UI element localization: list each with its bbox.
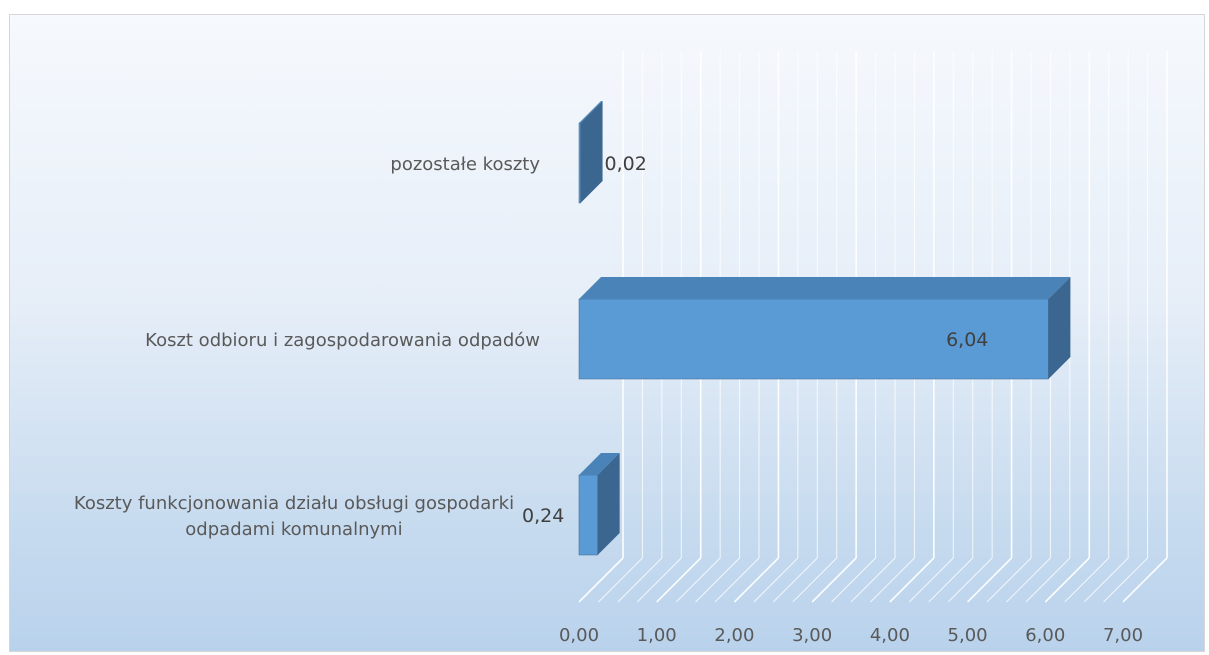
category-label: Koszty funkcjonowania działu obsługi gos… <box>74 493 514 514</box>
gridline-floor <box>1122 557 1168 603</box>
bar-front <box>578 474 598 556</box>
bar-front <box>578 298 1049 380</box>
x-tick-label: 7,00 <box>1103 625 1143 646</box>
gridline-floor <box>1064 557 1110 603</box>
gridline-floor <box>1044 557 1090 603</box>
bar-side <box>597 453 620 555</box>
x-tick-label: 4,00 <box>870 625 910 646</box>
data-label: 0,24 <box>522 505 564 527</box>
gridline-floor <box>870 557 915 603</box>
gridline-floor <box>889 557 935 603</box>
gridline-floor <box>831 557 876 603</box>
chart-frame: 0,24 Koszty funkcjonowania działu obsługi… <box>9 14 1205 652</box>
bar-top <box>579 453 620 475</box>
gridline-floor <box>598 557 643 603</box>
gridline-floor <box>947 557 993 603</box>
bar-side <box>1048 277 1071 379</box>
gridline-floor <box>1025 557 1071 603</box>
gridline-floor <box>967 557 1013 603</box>
gridline-floor <box>733 557 779 603</box>
gridline-floor <box>753 557 799 603</box>
gridline-floor <box>1083 557 1129 603</box>
x-tick-label: 2,00 <box>714 625 754 646</box>
bar-top <box>579 101 603 123</box>
gridline-floor <box>986 557 1032 603</box>
data-label: 0,02 <box>605 153 647 175</box>
bar-top <box>579 277 1071 299</box>
gridline-floor <box>792 557 838 603</box>
category-label: pozostałe koszty <box>390 154 540 175</box>
gridline-floor <box>850 557 896 603</box>
data-label: 6,04 <box>946 329 988 351</box>
gridline-floor <box>617 557 663 603</box>
gridline-floor <box>772 557 818 603</box>
x-tick-label: 5,00 <box>948 625 988 646</box>
gridline-floor <box>928 557 974 603</box>
category-label: odpadami komunalnymi <box>185 519 402 540</box>
gridline-floor <box>656 557 702 603</box>
gridline-floor <box>636 557 682 603</box>
gridline-floor <box>714 557 760 603</box>
bar-side <box>580 101 603 203</box>
gridline-floor <box>695 557 740 603</box>
x-tick-label: 3,00 <box>792 625 832 646</box>
gridline-floor <box>908 557 954 603</box>
gridline-floor <box>1103 557 1148 603</box>
gridline-floor <box>578 557 624 603</box>
category-label: Koszt odbioru i zagospodarowania odpadów <box>145 330 540 351</box>
x-tick-label: 1,00 <box>637 625 677 646</box>
gridline-floor <box>1006 557 1051 603</box>
x-tick-label: 0,00 <box>559 625 599 646</box>
gridline-floor <box>675 557 721 603</box>
gridline-floor <box>811 557 857 603</box>
bar-chart: 0,24 Koszty funkcjonowania działu obsługi… <box>74 51 1168 646</box>
bar-front <box>578 122 581 204</box>
x-tick-label: 6,00 <box>1025 625 1065 646</box>
